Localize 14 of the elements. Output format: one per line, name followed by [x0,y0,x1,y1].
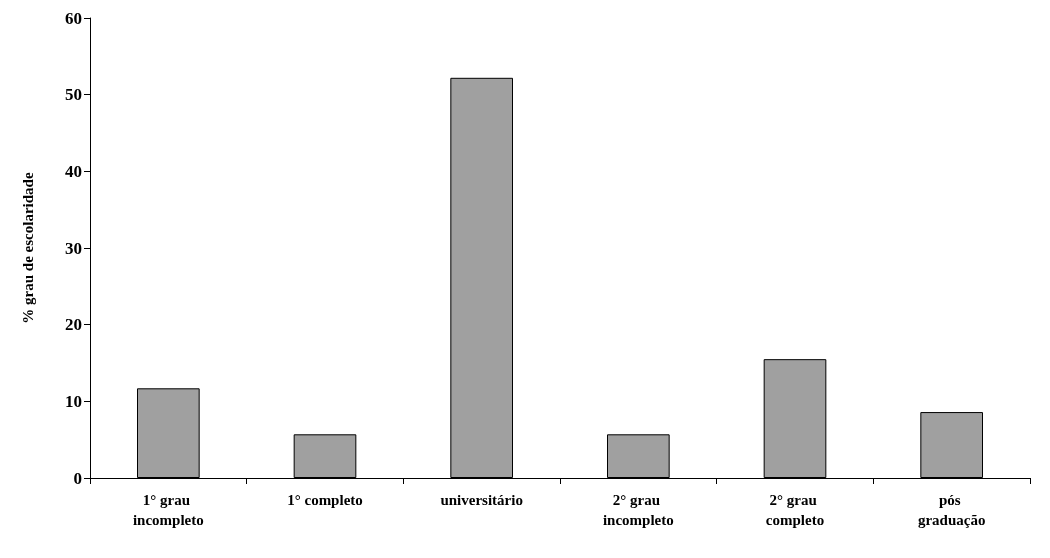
y-tick-label: 10 [65,391,82,411]
x-tick-label: 1° completo [287,492,363,508]
y-tick-label: 0 [73,468,82,488]
x-tick-label: pós graduação [917,492,986,528]
x-tick-label: 2° grau incompleto [602,492,674,528]
y-tick-label: 50 [65,85,82,105]
y-tick-label: 60 [65,8,82,28]
x-tick-label: 2° grau completo [765,492,825,528]
y-axis-title: % grau de escolaridade [19,172,36,324]
x-tick-label: 1° grau incompleto [132,492,204,528]
x-tick-label: universitário [440,492,523,508]
y-tick-label: 30 [65,238,82,258]
y-tick-label: 40 [65,161,82,181]
y-tick-label: 20 [65,315,82,335]
